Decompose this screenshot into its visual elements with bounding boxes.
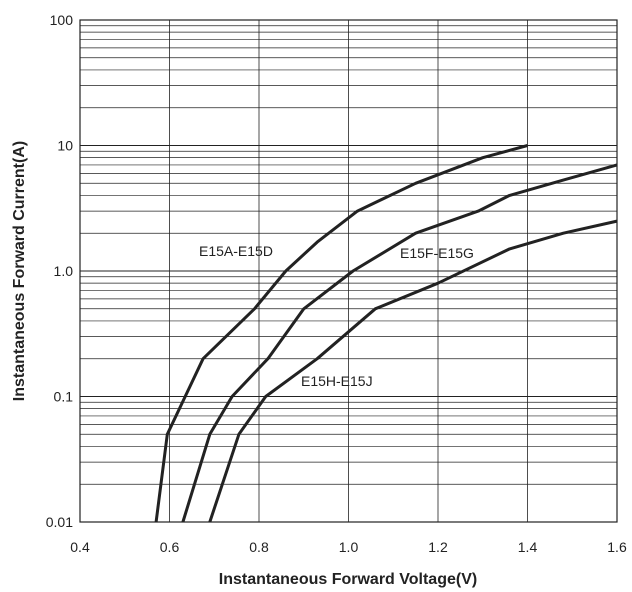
plot-frame — [79, 19, 618, 523]
y-tick-label: 100 — [50, 12, 74, 28]
grid — [80, 20, 617, 522]
x-tick-label: 1.2 — [428, 539, 448, 555]
y-axis-title: Instantaneous Forward Current(A) — [11, 141, 28, 401]
y-tick-label: 0.1 — [54, 389, 74, 405]
y-tick-label: 1.0 — [54, 263, 74, 279]
x-tick-label: 1.6 — [607, 539, 627, 555]
x-axis-title: Instantaneous Forward Voltage(V) — [219, 571, 477, 588]
x-tick-label: 0.6 — [160, 539, 180, 555]
x-tick-labels: 0.4 0.6 0.8 1.0 1.2 1.4 1.6 — [70, 539, 627, 555]
series-line-2 — [181, 163, 618, 523]
series-line-1 — [154, 144, 528, 523]
series-label-2: E15F-E15G — [400, 245, 474, 261]
x-tick-label: 0.8 — [249, 539, 269, 555]
series-lines — [154, 144, 618, 523]
series-label-3: E15H-E15J — [301, 373, 373, 389]
y-tick-label: 0.01 — [46, 514, 73, 530]
y-tick-labels: 0.01 0.1 1.0 10 100 — [46, 12, 73, 530]
series-line-3 — [208, 219, 618, 523]
x-tick-label: 0.4 — [70, 539, 90, 555]
series-label-1: E15A-E15D — [199, 243, 273, 259]
x-tick-label: 1.0 — [339, 539, 359, 555]
y-tick-label: 10 — [57, 138, 73, 154]
x-tick-label: 1.4 — [518, 539, 538, 555]
